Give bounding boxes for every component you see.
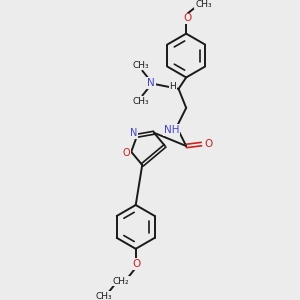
Text: CH₃: CH₃ — [195, 0, 211, 9]
Text: N: N — [130, 128, 137, 138]
Text: CH₃: CH₃ — [132, 97, 149, 106]
Text: O: O — [133, 259, 141, 269]
Text: NH: NH — [164, 125, 180, 135]
Text: CH₂: CH₂ — [112, 277, 129, 286]
Text: O: O — [183, 14, 191, 23]
Text: O: O — [204, 139, 212, 149]
Text: N: N — [147, 78, 155, 88]
Text: CH₃: CH₃ — [132, 61, 149, 70]
Text: O: O — [123, 148, 130, 158]
Text: H: H — [169, 82, 176, 91]
Text: CH₃: CH₃ — [95, 292, 112, 300]
